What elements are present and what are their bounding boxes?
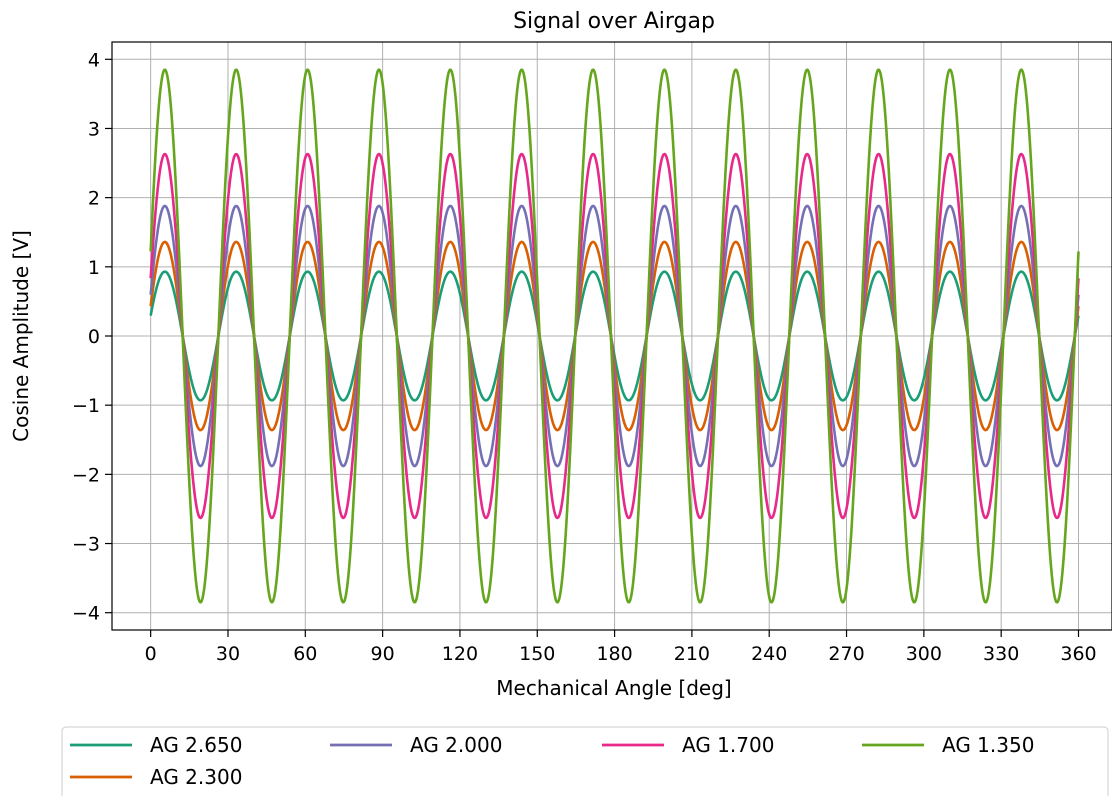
y-tick-label: 4 (88, 49, 100, 71)
y-tick-label: −3 (72, 534, 100, 556)
legend: AG 2.650 AG 2.000 AG 1.700 AG 1.350 AG 2.300 (61, 726, 1109, 800)
x-tick-label: 120 (442, 643, 478, 665)
x-tick-label: 210 (674, 643, 710, 665)
x-axis-label: Mechanical Angle [deg] (496, 676, 731, 700)
x-tick-label: 360 (1060, 643, 1096, 665)
legend-label: AG 2.300 (150, 765, 242, 789)
x-tick-label: 150 (519, 643, 555, 665)
x-tick-label: 270 (828, 643, 864, 665)
x-tick-label: 180 (596, 643, 632, 665)
y-tick-label: −4 (72, 603, 100, 625)
y-axis-label: Cosine Amplitude [V] (9, 230, 33, 442)
x-tick-label: 240 (751, 643, 787, 665)
x-tick-label: 60 (293, 643, 317, 665)
legend-box (61, 726, 1109, 800)
x-tick-label: 30 (216, 643, 240, 665)
x-tick-label: 0 (145, 643, 157, 665)
legend-label: AG 1.700 (682, 733, 774, 757)
x-axis-ticks: 0 30 60 90 120 150 180 210 240 270 300 330 360 (145, 630, 1097, 665)
series-line (149, 68, 1080, 604)
x-tick-label: 330 (983, 643, 1019, 665)
y-tick-label: 2 (88, 188, 100, 210)
y-tick-label: −1 (72, 395, 100, 417)
legend-label: AG 2.650 (150, 733, 242, 757)
legend-label: AG 2.000 (410, 733, 502, 757)
plot-area (149, 68, 1080, 604)
y-axis-ticks: −4 −3 −2 −1 0 1 2 3 4 (72, 49, 112, 625)
y-tick-label: 1 (88, 257, 100, 279)
legend-label: AG 1.350 (942, 733, 1034, 757)
x-tick-label: 300 (906, 643, 942, 665)
y-tick-label: 0 (88, 326, 100, 348)
y-tick-label: −2 (72, 464, 100, 486)
x-tick-label: 90 (371, 643, 395, 665)
chart-title: Signal over Airgap (513, 9, 715, 34)
y-tick-label: 3 (88, 118, 100, 140)
